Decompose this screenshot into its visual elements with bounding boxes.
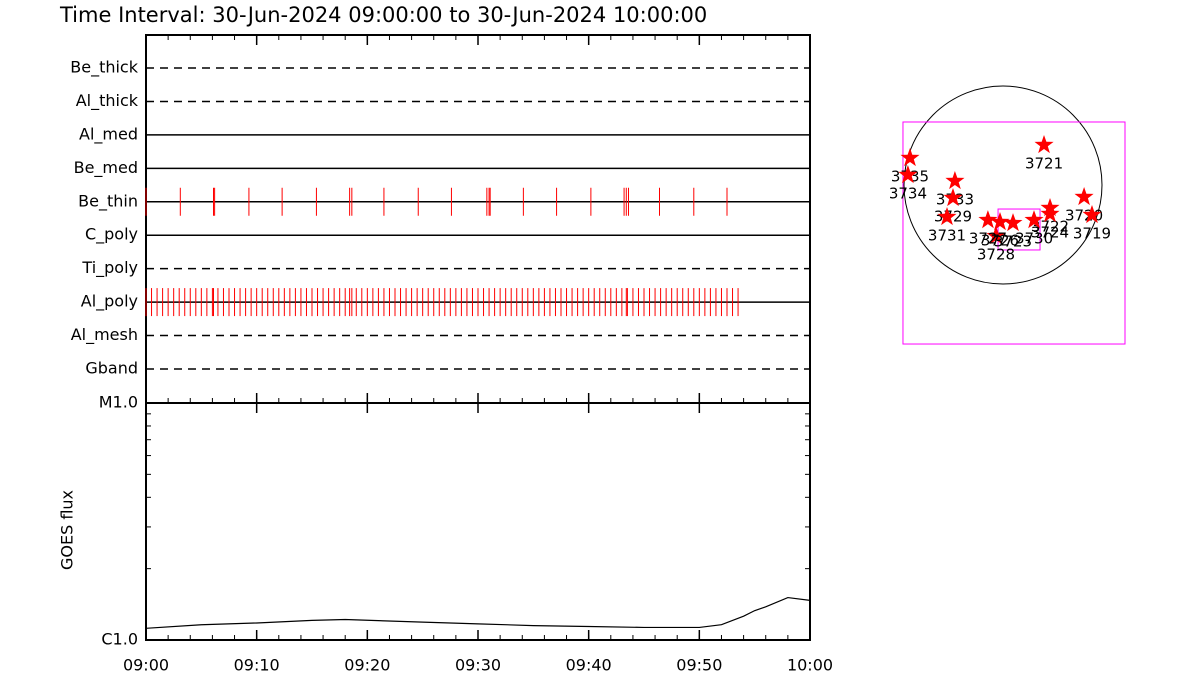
solar-disk	[903, 85, 1103, 285]
region-label: 3719	[1073, 225, 1111, 243]
region-star	[900, 148, 920, 167]
region-star	[1024, 210, 1044, 229]
row-label: Al_thick	[76, 91, 139, 111]
region-label: 3731	[928, 226, 966, 244]
region-star	[1040, 204, 1060, 223]
field-of-view	[997, 208, 1041, 251]
region-star	[986, 226, 1006, 245]
goes-curve	[145, 596, 811, 629]
region-star	[945, 171, 965, 190]
region-label: 3730	[1015, 230, 1053, 248]
x-tick-label: 09:10	[234, 656, 280, 675]
row-label: Gband	[85, 358, 138, 377]
region-star	[943, 188, 963, 207]
region-label: 3722	[1031, 217, 1069, 235]
row-label: Al_mesh	[71, 325, 138, 345]
region-star	[1003, 213, 1023, 232]
row-label: C_poly	[85, 225, 138, 245]
y-tick-label: M1.0	[99, 393, 138, 412]
region-star	[898, 165, 918, 184]
x-tick-label: 09:30	[455, 656, 501, 675]
x-tick-label: 09:20	[344, 656, 390, 675]
y-axis-label: GOES flux	[58, 490, 77, 570]
row-label: Al_med	[79, 124, 138, 144]
region-star	[1074, 187, 1094, 206]
region-label: 3728	[977, 246, 1015, 264]
chart-title: Time Interval: 30-Jun-2024 09:00:00 to 3…	[59, 3, 707, 27]
region-star	[1082, 205, 1102, 224]
field-of-view	[902, 121, 1126, 345]
region-label: 3723	[994, 233, 1032, 251]
region-label: 3724	[1031, 223, 1069, 241]
region-star	[990, 212, 1010, 231]
x-tick-label: 09:40	[566, 656, 612, 675]
row-label: Be_thin	[78, 191, 138, 211]
x-tick-label: 09:00	[123, 656, 169, 675]
x-tick-label: 10:00	[787, 656, 833, 675]
row-label: Be_med	[74, 158, 138, 178]
region-label: 3727	[969, 230, 1007, 248]
region-star	[937, 207, 957, 226]
y-tick-label: C1.0	[101, 630, 138, 649]
region-star	[978, 210, 998, 229]
x-tick-label: 09:50	[676, 656, 722, 675]
region-label: 3721	[1025, 154, 1063, 172]
row-label: Ti_poly	[81, 258, 138, 278]
row-label: Al_poly	[81, 292, 138, 312]
region-star	[1034, 135, 1054, 154]
row-label: Be_thick	[70, 58, 138, 78]
region-label: 3734	[889, 184, 927, 202]
region-label: 3726	[981, 232, 1019, 250]
